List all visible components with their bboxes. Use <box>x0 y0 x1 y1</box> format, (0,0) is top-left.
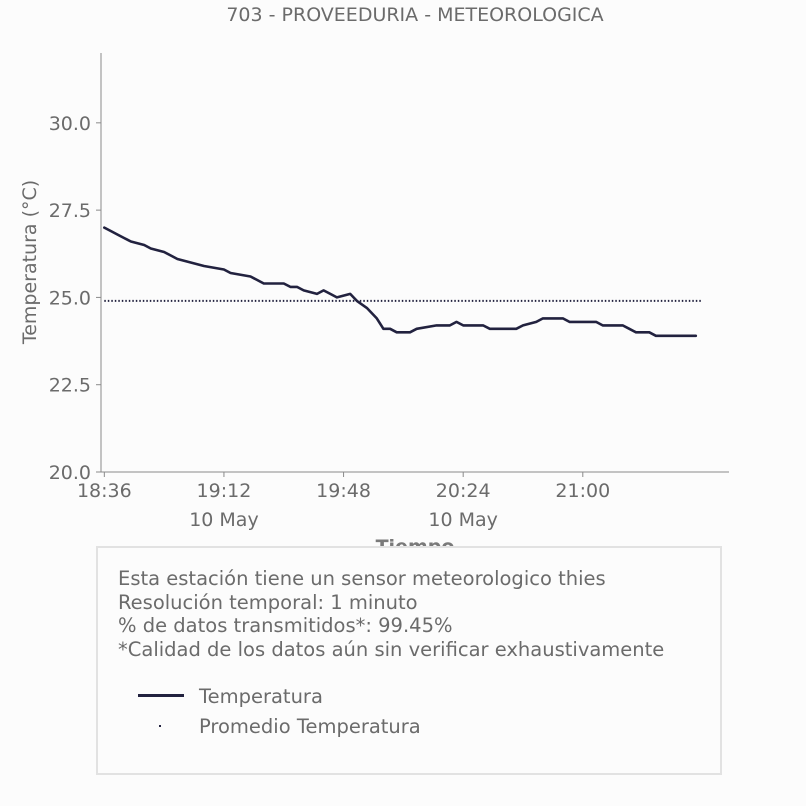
legend-item-temperatura: Temperatura <box>138 681 421 711</box>
chart-title: 703 - PROVEEDURIA - METEOROLOGICA <box>226 4 603 26</box>
legend-line-swatch <box>138 686 184 706</box>
axes: 20.0 22.5 25.0 27.5 30.0 18:36 19:12 10 May 19:4… <box>49 53 729 531</box>
y-tick-label: 27.5 <box>49 200 91 222</box>
legend: Temperatura Promedio Temperatura <box>138 681 421 741</box>
y-tick-label: 22.5 <box>49 375 91 397</box>
legend-label: Promedio Temperatura <box>199 714 421 738</box>
y-tick-label: 30.0 <box>49 113 91 135</box>
info-panel: Esta estación tiene un sensor meteorolog… <box>96 546 722 775</box>
temperature-chart: 703 - PROVEEDURIA - METEOROLOGICA 20.0 22… <box>19 4 729 558</box>
y-tick-label: 20.0 <box>49 462 91 484</box>
legend-label: Temperatura <box>199 684 323 708</box>
y-axis-label: Temperatura (°C) <box>19 180 41 345</box>
x-tick-date-label: 10 May <box>189 509 259 531</box>
x-tick-label: 19:12 <box>197 480 252 502</box>
info-line-quality-note: *Calidad de los datos aún sin verificar … <box>118 637 665 661</box>
info-line-transmitted: % de datos transmitidos*: 99.45% <box>118 614 453 637</box>
x-tick-label: 19:48 <box>316 480 371 502</box>
info-text: Esta estación tiene un sensor meteorolog… <box>118 567 664 661</box>
info-line-sensor: Esta estación tiene un sensor meteorolog… <box>118 567 606 590</box>
info-line-resolution: Resolución temporal: 1 minuto <box>118 590 418 614</box>
x-tick-label: 18:36 <box>77 480 132 502</box>
series-layer <box>103 226 703 338</box>
x-tick-label: 21:00 <box>555 480 610 502</box>
legend-item-promedio: Promedio Temperatura <box>138 711 421 741</box>
legend-dot-swatch <box>138 716 184 736</box>
x-tick-label: 20:24 <box>436 480 491 502</box>
temperature-line <box>103 226 698 338</box>
x-tick-date-label: 10 May <box>428 509 498 531</box>
y-tick-label: 25.0 <box>49 287 91 309</box>
